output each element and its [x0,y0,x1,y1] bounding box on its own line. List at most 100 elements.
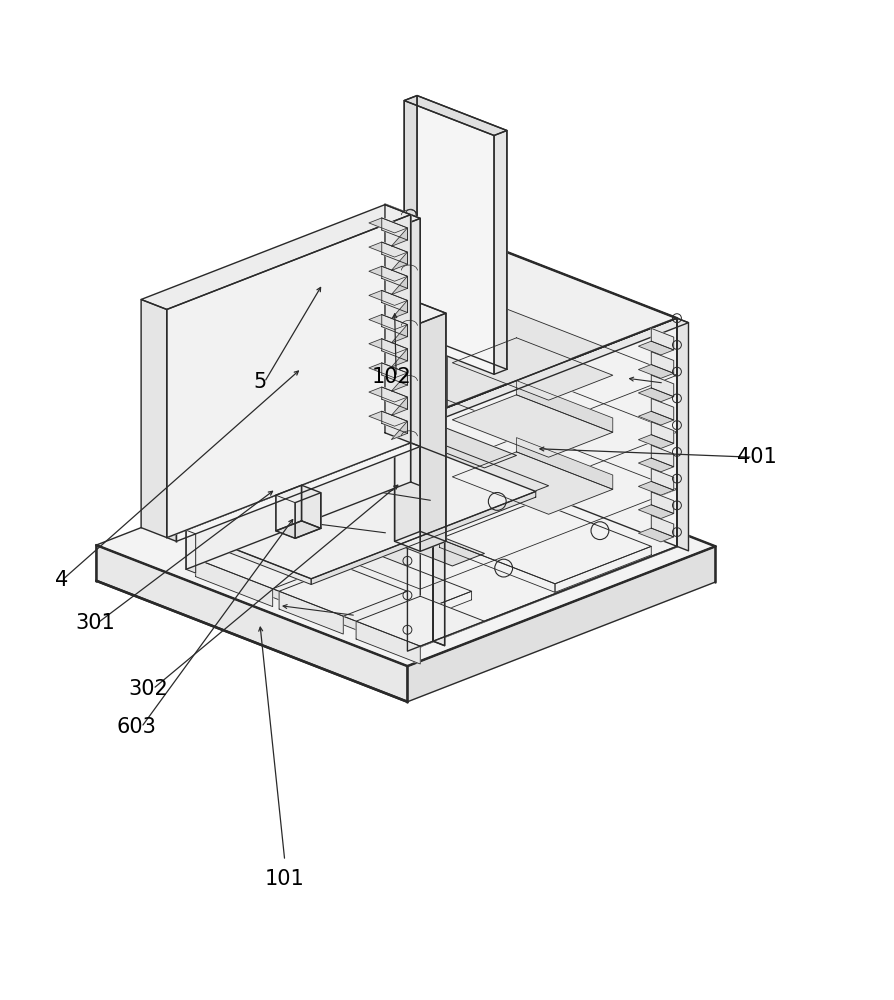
Polygon shape [167,215,410,538]
Polygon shape [392,349,408,367]
Polygon shape [369,242,408,257]
Polygon shape [651,352,674,373]
Polygon shape [392,252,408,270]
Polygon shape [196,559,375,637]
Polygon shape [404,96,417,339]
Polygon shape [392,228,408,246]
Polygon shape [369,218,408,233]
Polygon shape [420,303,446,541]
Polygon shape [385,205,410,443]
Text: 401: 401 [738,447,777,467]
Polygon shape [392,325,408,343]
Polygon shape [408,413,433,651]
Polygon shape [369,339,408,354]
Polygon shape [638,411,674,425]
Polygon shape [97,545,408,702]
Polygon shape [404,96,507,135]
Polygon shape [369,266,408,281]
Polygon shape [369,290,408,305]
Polygon shape [408,546,715,702]
Polygon shape [382,266,408,288]
Polygon shape [382,387,408,409]
Polygon shape [517,381,612,432]
Polygon shape [394,303,420,541]
Polygon shape [167,215,410,538]
Polygon shape [369,411,408,426]
Polygon shape [392,373,408,391]
Polygon shape [382,339,408,361]
Polygon shape [677,318,688,551]
Polygon shape [651,375,674,397]
Polygon shape [651,328,674,350]
Polygon shape [167,309,176,541]
Polygon shape [433,318,677,641]
Polygon shape [433,413,444,646]
Polygon shape [176,218,420,541]
Polygon shape [651,469,674,490]
Polygon shape [276,485,301,531]
Polygon shape [369,315,408,330]
Polygon shape [311,491,536,584]
Polygon shape [392,421,408,440]
Polygon shape [638,528,674,542]
Text: 603: 603 [117,717,156,737]
Polygon shape [394,303,446,323]
Polygon shape [295,493,321,538]
Polygon shape [638,341,674,355]
Text: 302: 302 [129,679,168,699]
Polygon shape [356,621,420,664]
Polygon shape [160,433,536,579]
Polygon shape [417,96,507,369]
Polygon shape [452,395,612,457]
Polygon shape [186,443,410,569]
Polygon shape [141,205,410,309]
Polygon shape [186,530,196,573]
Polygon shape [164,275,677,475]
Polygon shape [638,388,674,402]
Polygon shape [97,425,715,666]
Text: 102: 102 [372,367,411,387]
Polygon shape [279,566,408,616]
Polygon shape [196,559,273,607]
Text: 4: 4 [55,570,69,590]
Polygon shape [196,534,337,589]
Polygon shape [356,596,485,646]
Polygon shape [651,398,674,420]
Polygon shape [388,436,549,498]
Circle shape [377,470,399,491]
Text: 5: 5 [253,372,266,392]
Polygon shape [651,492,674,514]
Polygon shape [375,591,472,637]
Polygon shape [301,485,321,528]
Polygon shape [555,546,651,592]
Polygon shape [638,481,674,495]
Polygon shape [651,422,674,443]
Polygon shape [382,242,408,264]
Polygon shape [356,406,517,468]
Polygon shape [638,435,674,448]
Polygon shape [141,299,167,538]
Polygon shape [382,218,408,240]
Polygon shape [167,215,420,313]
Polygon shape [517,438,612,489]
Polygon shape [638,505,674,519]
Polygon shape [382,363,408,385]
Polygon shape [324,504,485,566]
Polygon shape [651,445,674,467]
Polygon shape [440,501,651,584]
Polygon shape [337,457,517,526]
Polygon shape [392,300,408,319]
Polygon shape [392,276,408,295]
Polygon shape [433,413,444,646]
Polygon shape [452,452,612,514]
Polygon shape [279,591,343,634]
Polygon shape [382,315,408,337]
Polygon shape [420,218,677,546]
Polygon shape [420,313,446,551]
Polygon shape [433,318,688,418]
Polygon shape [410,215,420,447]
Polygon shape [196,521,472,629]
Text: 301: 301 [75,613,114,633]
Polygon shape [440,539,555,592]
Polygon shape [369,387,408,402]
